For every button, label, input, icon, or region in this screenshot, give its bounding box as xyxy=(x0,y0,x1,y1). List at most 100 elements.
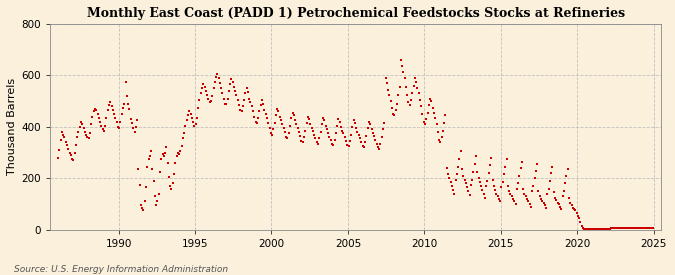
Point xyxy=(331,131,342,136)
Point xyxy=(223,89,234,93)
Point xyxy=(226,77,237,81)
Point xyxy=(472,170,483,174)
Point xyxy=(244,96,254,101)
Point xyxy=(291,122,302,127)
Point xyxy=(589,227,600,232)
Point xyxy=(159,154,169,159)
Point xyxy=(418,119,429,124)
Point xyxy=(305,122,316,127)
Point xyxy=(364,119,375,124)
Point xyxy=(470,154,481,159)
Point xyxy=(126,121,137,125)
Point xyxy=(144,154,155,159)
Point xyxy=(404,103,415,107)
Point xyxy=(155,170,165,174)
Point xyxy=(529,176,540,180)
Point xyxy=(198,82,209,87)
Point xyxy=(514,174,524,178)
Point xyxy=(152,199,163,204)
Point xyxy=(392,101,402,106)
Point xyxy=(300,128,310,133)
Point xyxy=(190,122,201,127)
Point xyxy=(599,227,610,231)
Point xyxy=(644,226,655,230)
Point xyxy=(541,206,551,210)
Point xyxy=(340,135,350,139)
Point xyxy=(86,122,97,127)
Point xyxy=(81,132,92,137)
Point xyxy=(83,136,94,141)
Point xyxy=(273,109,284,114)
Point xyxy=(407,91,418,96)
Point xyxy=(230,89,240,93)
Point xyxy=(114,126,125,130)
Point xyxy=(634,226,645,230)
Point xyxy=(143,157,154,161)
Point xyxy=(120,79,131,84)
Point xyxy=(446,184,457,188)
Point xyxy=(327,141,338,146)
Point xyxy=(252,116,263,120)
Point xyxy=(504,189,514,193)
Point xyxy=(366,127,377,132)
Point xyxy=(107,108,118,112)
Point xyxy=(263,121,273,125)
Point xyxy=(285,123,296,128)
Point xyxy=(169,172,180,177)
Point xyxy=(549,196,560,200)
Point xyxy=(323,131,333,136)
Point xyxy=(450,177,461,182)
Point xyxy=(608,226,619,231)
Point xyxy=(73,130,84,134)
Point xyxy=(116,112,127,116)
Point xyxy=(486,156,497,160)
Point xyxy=(320,123,331,128)
Point xyxy=(512,186,522,191)
Point xyxy=(209,79,220,84)
Point xyxy=(342,143,353,147)
Point xyxy=(178,136,188,141)
Point xyxy=(63,147,74,151)
Point xyxy=(379,121,389,125)
Point xyxy=(531,168,541,173)
Point xyxy=(605,226,616,231)
Point xyxy=(274,114,285,119)
Point xyxy=(106,104,117,108)
Point xyxy=(598,227,609,231)
Point xyxy=(101,116,112,120)
Point xyxy=(344,139,355,143)
Point xyxy=(254,109,265,114)
Point xyxy=(236,109,247,114)
Point xyxy=(193,105,204,110)
Point xyxy=(133,167,144,172)
Point xyxy=(588,227,599,232)
Point xyxy=(491,192,502,196)
Point xyxy=(356,140,367,144)
Point xyxy=(58,132,69,137)
Point xyxy=(594,227,605,231)
Point xyxy=(182,118,192,123)
Point xyxy=(195,91,206,96)
Point xyxy=(207,94,217,98)
Point xyxy=(381,81,392,85)
Point xyxy=(526,189,537,193)
Point xyxy=(403,100,414,104)
Point xyxy=(205,100,215,104)
Point xyxy=(467,177,478,182)
Point xyxy=(385,99,396,103)
Point xyxy=(124,107,135,111)
Point xyxy=(462,185,472,189)
Point xyxy=(374,147,385,151)
Point xyxy=(298,135,309,139)
Point xyxy=(380,76,391,80)
Point xyxy=(370,138,381,142)
Point xyxy=(371,141,382,146)
Point xyxy=(625,226,636,230)
Point xyxy=(314,136,325,141)
Point xyxy=(97,127,108,132)
Point xyxy=(90,107,101,111)
Point xyxy=(630,226,641,230)
Point xyxy=(601,227,612,231)
Point xyxy=(313,141,323,146)
Point xyxy=(215,81,225,85)
